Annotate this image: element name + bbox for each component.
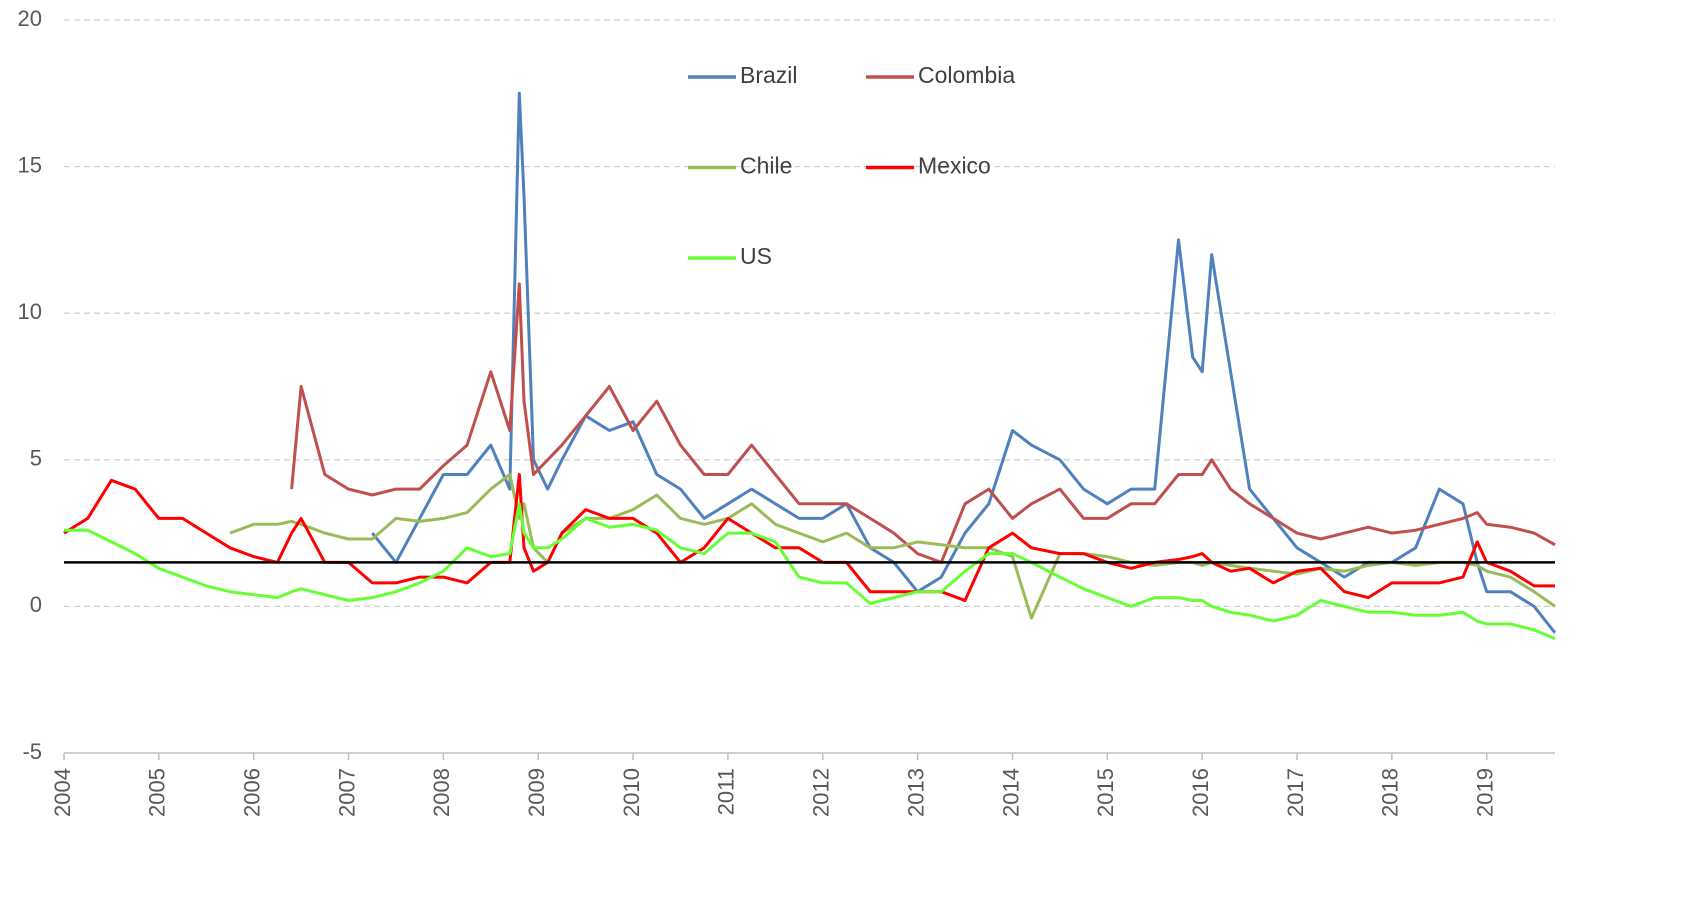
legend-label: Mexico (918, 153, 991, 179)
x-tick-label: 2014 (998, 768, 1023, 817)
y-tick-label: 10 (18, 299, 42, 324)
series-line (229, 473, 1556, 620)
legend-label: Colombia (918, 62, 1015, 88)
series-line (63, 473, 1555, 602)
y-tick-label: 15 (18, 152, 42, 177)
x-tick-label: 2017 (1283, 768, 1308, 817)
x-tick-label: 2010 (619, 768, 644, 817)
legend-label: US (740, 243, 772, 269)
y-tick-label: -5 (22, 739, 42, 764)
series-line (64, 502, 1556, 641)
y-tick-label: 5 (30, 446, 42, 471)
x-tick-label: 2019 (1473, 768, 1498, 817)
x-tick-label: 2011 (714, 768, 739, 815)
x-tick-label: 2008 (429, 768, 454, 817)
x-tick-label: 2012 (809, 768, 834, 817)
x-tick-label: 2004 (50, 768, 75, 817)
x-tick-label: 2007 (334, 768, 359, 817)
legend-label: Brazil (740, 62, 798, 88)
x-tick-label: 2018 (1378, 768, 1403, 817)
x-tick-label: 2016 (1188, 768, 1213, 817)
x-tick-label: 2015 (1093, 768, 1118, 817)
y-tick-label: 0 (30, 592, 42, 617)
x-tick-label: 2013 (903, 768, 928, 817)
legend-label: Chile (740, 153, 792, 179)
x-tick-label: 2009 (524, 768, 549, 817)
x-tick-label: 2005 (145, 768, 170, 817)
x-tick-label: 2006 (240, 768, 265, 817)
series-line (290, 282, 1556, 564)
y-tick-label: 20 (18, 6, 42, 31)
